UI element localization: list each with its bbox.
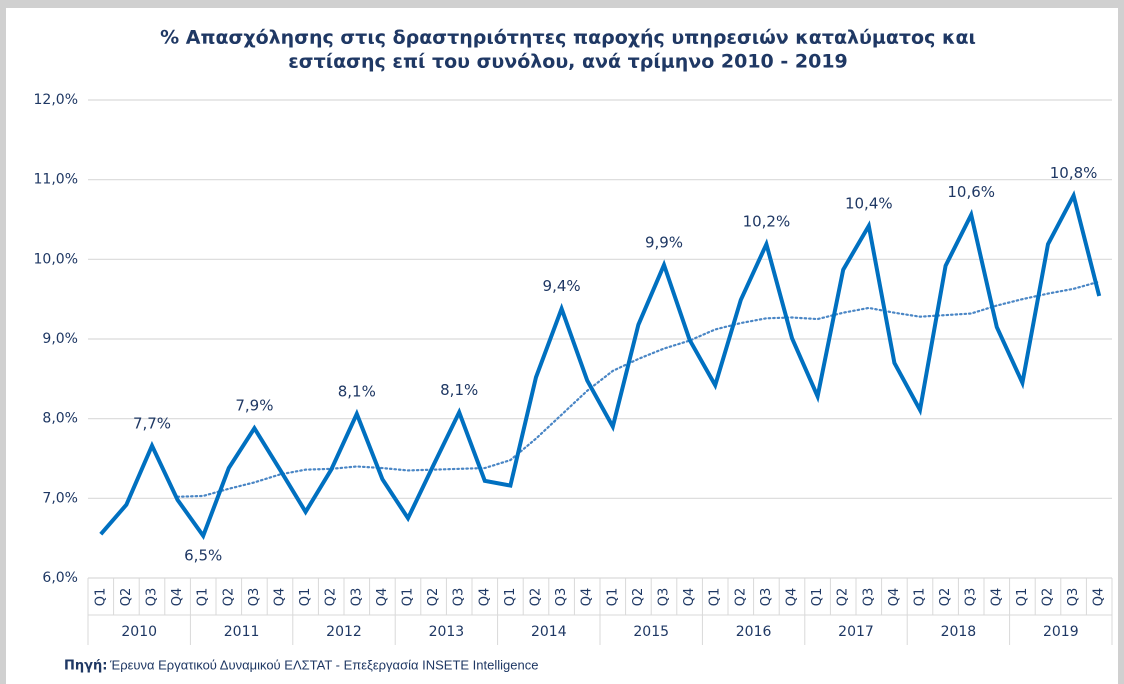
x-tick-label: Q2 [529, 588, 544, 607]
y-tick-label: 10,0% [34, 251, 78, 267]
x-tick-label: Q1 [503, 588, 518, 607]
x-tick-label: Q4 [375, 588, 390, 607]
x-tick-label: Q2 [733, 588, 748, 607]
y-tick-label: 12,0% [34, 92, 78, 108]
data-label: 10,6% [947, 183, 995, 201]
x-tick-label: Q1 [196, 588, 211, 607]
year-label: 2013 [429, 624, 465, 640]
x-tick-label: Q1 [708, 588, 723, 607]
data-label: 7,9% [235, 397, 273, 415]
data-label: 10,2% [743, 213, 791, 231]
x-tick-label: Q4 [989, 588, 1004, 607]
y-tick-label: 11,0% [34, 172, 78, 188]
chart-title: % Απασχόλησης στις δραστηριότητες παροχή… [160, 27, 976, 49]
line [99, 190, 1102, 540]
x-tick-label: Q4 [170, 588, 185, 607]
data-label: 6,5% [184, 546, 222, 564]
data-label: 7,7% [133, 414, 171, 432]
x-tick-label: Q4 [580, 588, 595, 607]
data-label: 8,1% [338, 382, 376, 400]
y-tick-label: 6,0% [42, 570, 78, 586]
x-tick-label: Q4 [785, 588, 800, 607]
x-tick-label: Q4 [1092, 588, 1107, 607]
year-label: 2017 [838, 624, 874, 640]
data-label: 8,1% [440, 381, 478, 399]
source-label: Πηγή: [64, 659, 107, 674]
x-tick-label: Q3 [145, 588, 160, 607]
x-tick-label: Q2 [119, 588, 134, 607]
x-tick-label: Q2 [221, 588, 236, 607]
x-tick-label: Q4 [273, 588, 288, 607]
year-label: 2019 [1043, 624, 1079, 640]
y-tick-label: 7,0% [42, 490, 78, 506]
x-tick-label: Q4 [887, 588, 902, 607]
data-label: 9,4% [543, 277, 581, 295]
x-tick-label: Q1 [913, 588, 928, 607]
data-label: 9,9% [645, 233, 683, 251]
x-tick-label: Q3 [554, 588, 569, 607]
x-tick-label: Q3 [861, 588, 876, 607]
x-tick-label: Q1 [605, 588, 620, 607]
x-tick-label: Q3 [452, 588, 467, 607]
year-label: 2012 [326, 624, 362, 640]
x-tick-label: Q3 [759, 588, 774, 607]
year-label: 2011 [224, 624, 260, 640]
year-label: 2018 [941, 624, 977, 640]
x-tick-label: Q2 [1041, 588, 1056, 607]
chart-title: εστίασης επί του συνόλου, ανά τρίμηνο 20… [288, 51, 848, 73]
x-tick-label: Q2 [324, 588, 339, 607]
x-tick-label: Q2 [938, 588, 953, 607]
x-tick-label: Q3 [1066, 588, 1081, 607]
x-tick-label: Q2 [836, 588, 851, 607]
year-label: 2016 [736, 624, 772, 640]
year-label: 2015 [633, 624, 669, 640]
x-tick-label: Q2 [631, 588, 646, 607]
x-tick-label: Q1 [298, 588, 313, 607]
x-tick-label: Q4 [682, 588, 697, 607]
y-tick-label: 8,0% [42, 411, 78, 427]
x-tick-label: Q4 [477, 588, 492, 607]
year-label: 2014 [531, 624, 567, 640]
chart-area [6, 8, 1118, 684]
x-tick-label: Q3 [349, 588, 364, 607]
x-tick-label: Q1 [810, 588, 825, 607]
source: Έρευνα Εργατικού Δυναμικού ΕΛΣΤΑΤ - Επεξ… [109, 657, 538, 672]
x-tick-label: Q3 [964, 588, 979, 607]
data-label: 10,8% [1050, 164, 1098, 182]
y-tick-label: 9,0% [42, 331, 78, 347]
x-tick-label: Q3 [657, 588, 672, 607]
x-tick-label: Q2 [426, 588, 441, 607]
x-tick-label: Q3 [247, 588, 262, 607]
x-tick-label: Q1 [401, 588, 416, 607]
year-label: 2010 [121, 624, 157, 640]
x-tick-label: Q1 [93, 588, 108, 607]
data-label: 10,4% [845, 194, 893, 212]
x-tick-label: Q1 [1015, 588, 1030, 607]
